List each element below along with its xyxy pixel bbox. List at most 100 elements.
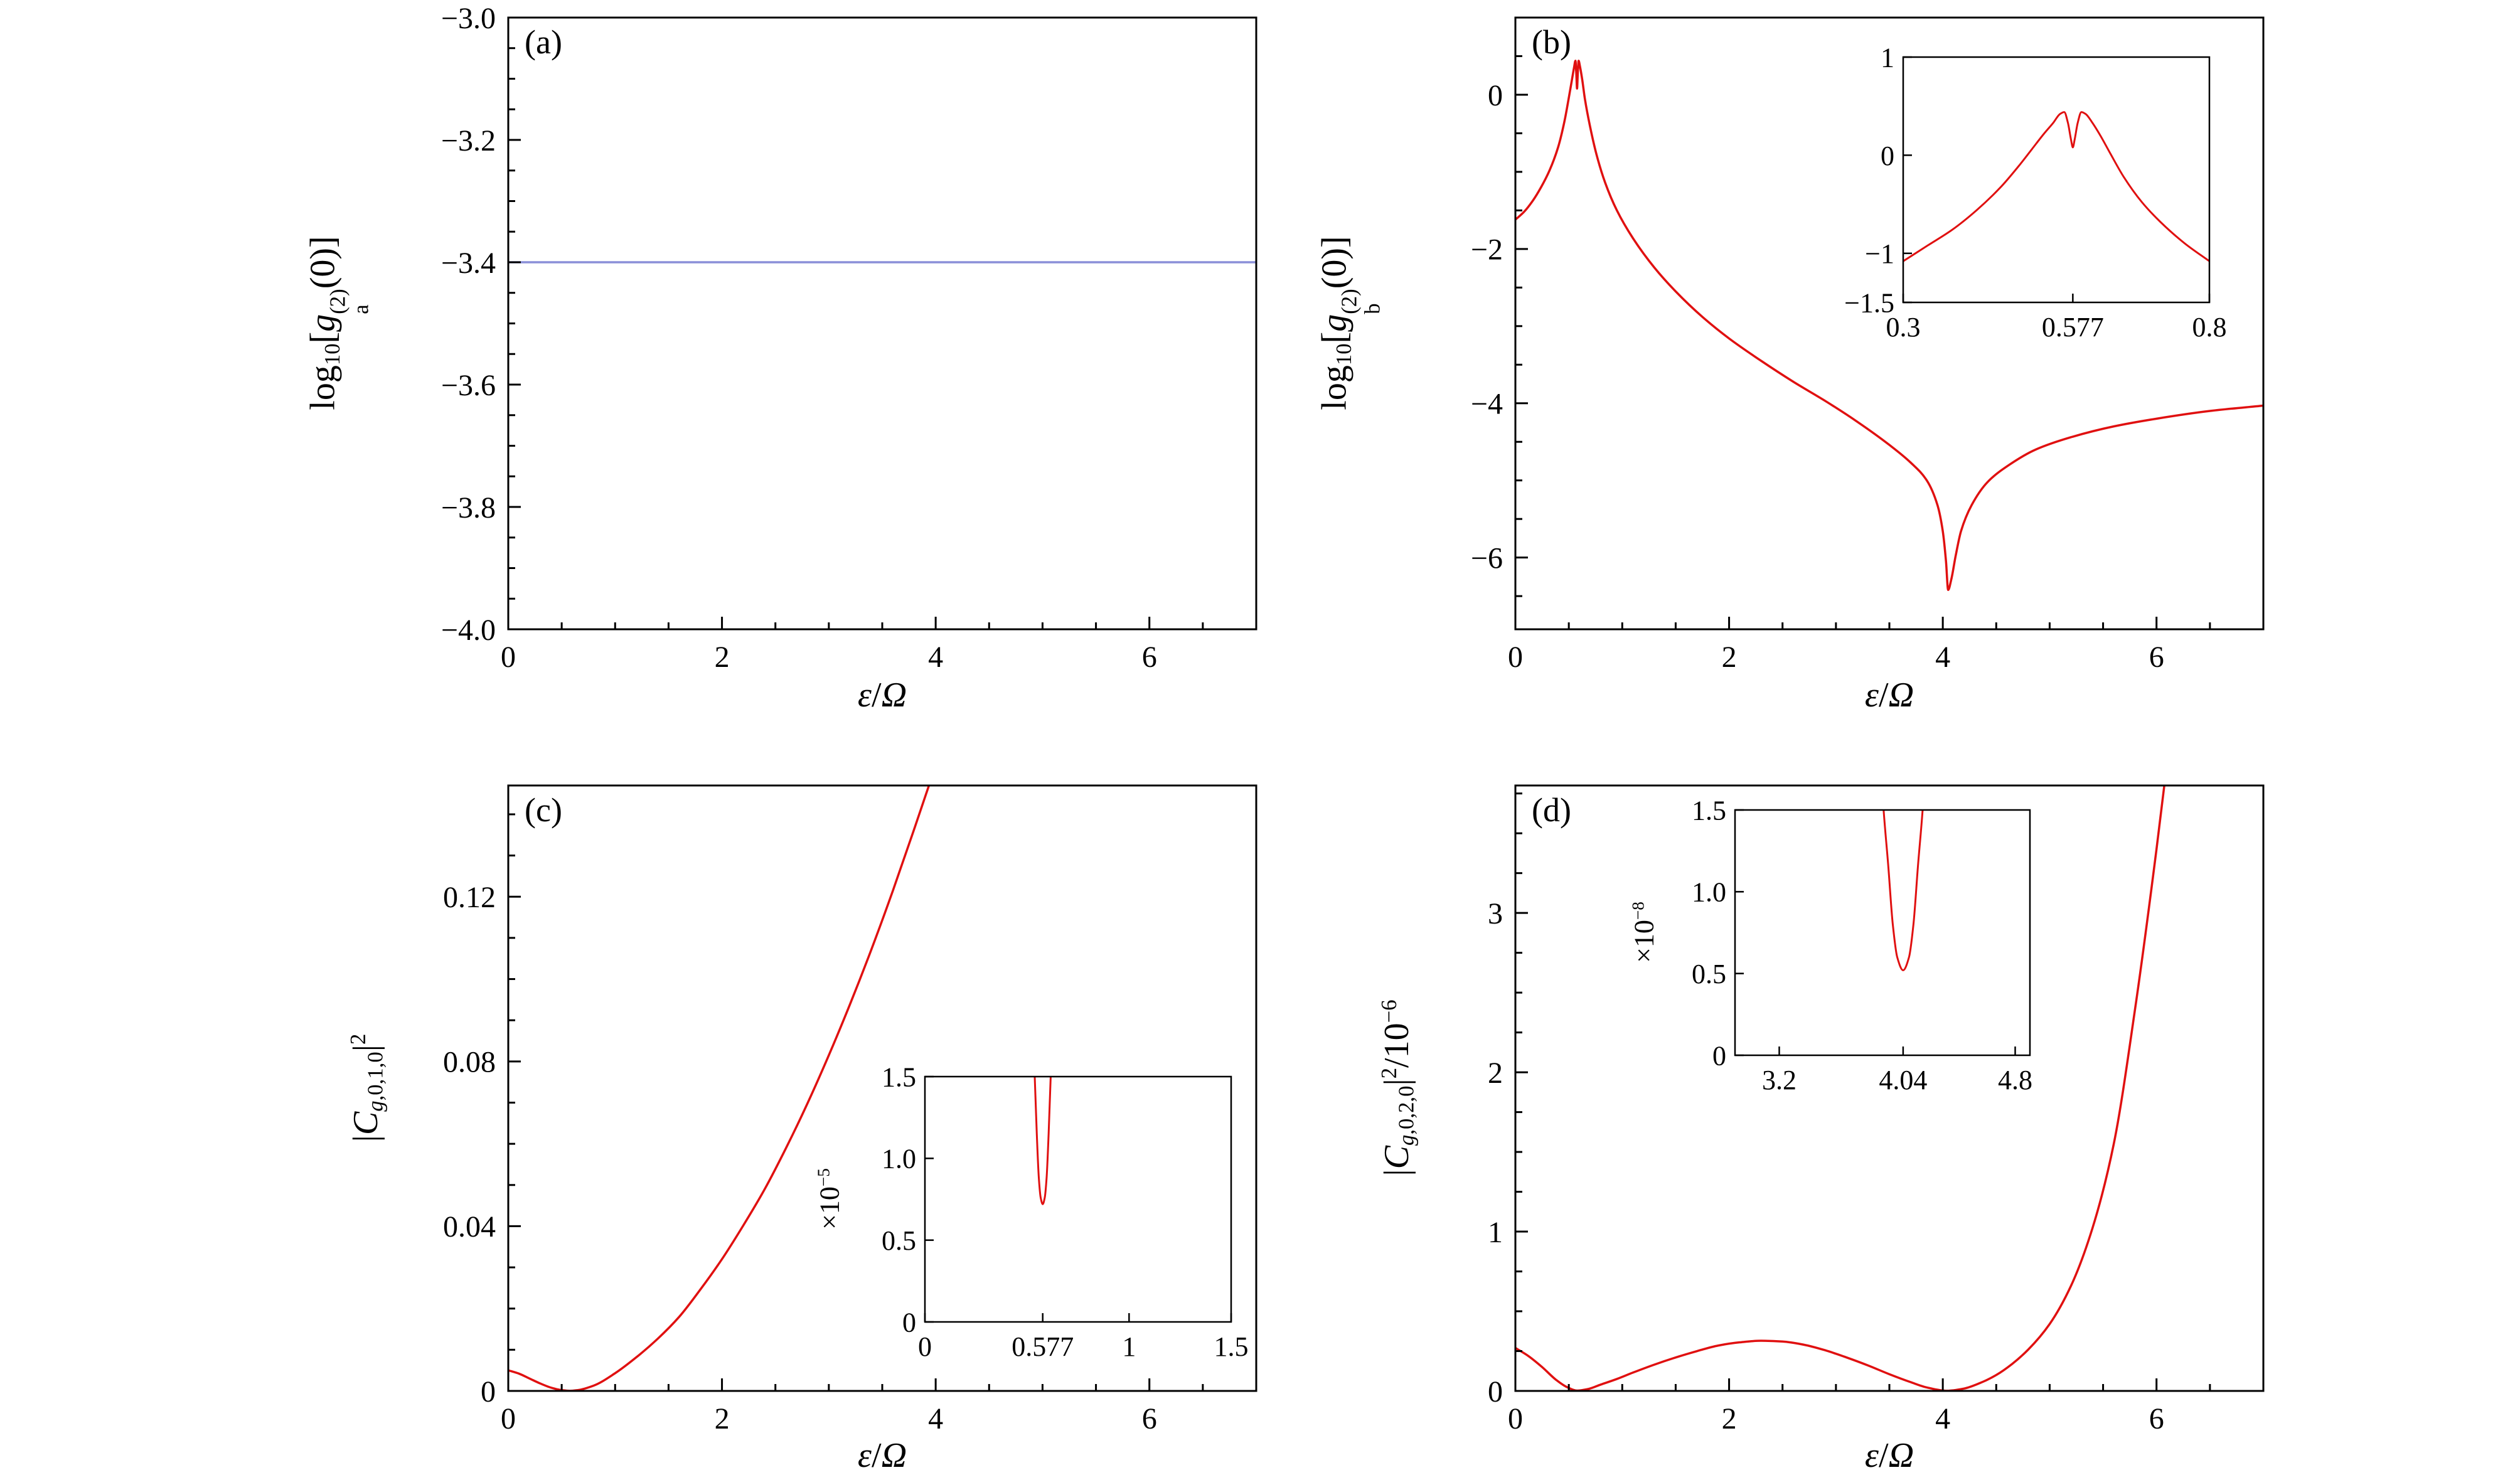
y-tick-label: 1.5 — [882, 1062, 916, 1092]
tick-labels-c: 0 2 4 6 0 0.04 0.08 0.12 — [443, 881, 1157, 1435]
ylabel-b: log10[g (2) b (0)] — [1315, 236, 1385, 410]
ticks-a — [507, 16, 1257, 631]
ticks-d-inset — [1735, 809, 2016, 1057]
y-tick-label: 0.5 — [1692, 959, 1726, 989]
y-tick-label: −4.0 — [441, 614, 496, 647]
x-tick-label: 1 — [1122, 1331, 1136, 1362]
x-tick-label: 4.04 — [1879, 1065, 1927, 1095]
panel-letter-a: (a) — [525, 23, 562, 61]
chart-d: 0 2 4 6 0 1 2 3 — [1488, 784, 2265, 1435]
x-tick-label: 0 — [1508, 641, 1523, 674]
panel-letter-d: (d) — [1532, 791, 1571, 829]
tick-labels-d-inset: 3.2 4.04 4.8 0 0.5 1.0 1.5 — [1692, 795, 2032, 1095]
plot-frame-a — [507, 16, 1257, 631]
y-tick-label: 1.0 — [882, 1144, 916, 1174]
y-tick-label: −3.0 — [441, 2, 496, 35]
y-tick-label: 0 — [1712, 1040, 1726, 1071]
x-tick-label: 3.2 — [1762, 1065, 1797, 1095]
series-g2b-inset — [1903, 111, 2209, 262]
inset-scale-label-d: ×10−8 — [1628, 902, 1660, 963]
series-group-b — [1515, 60, 2263, 592]
tick-labels-b-inset: 0.3 0.577 0.8 1 0 −1 −1.5 — [1844, 42, 2226, 343]
x-tick-label: 4 — [1935, 1402, 1950, 1435]
series-C-g010-curve — [508, 785, 931, 1391]
tick-labels-c-inset: 0 0.577 1 1.5 0 0.5 1.0 1.5 — [882, 1062, 1249, 1362]
series-group-b-inset — [1903, 111, 2209, 262]
chart-c: 0 2 4 6 0 0.04 0.08 0.12 — [443, 784, 1257, 1435]
y-tick-label: 3 — [1488, 897, 1503, 930]
series-C-g020-inset — [1882, 810, 1924, 971]
x-tick-label: 0 — [918, 1331, 932, 1362]
panel-letter-c: (c) — [525, 791, 562, 829]
panel-letter-b: (b) — [1532, 23, 1571, 61]
y-tick-label: 0.5 — [882, 1225, 916, 1256]
y-tick-label: −3.4 — [441, 247, 496, 280]
ticks-c-inset — [924, 1075, 1232, 1323]
ylabel-d: |Cg,0,2,0|2/10−6 — [1376, 999, 1419, 1176]
y-tick-label: −1.5 — [1844, 287, 1894, 318]
chart-c-inset: 0 0.577 1 1.5 0 0.5 1.0 1.5 — [882, 1062, 1249, 1362]
inset-scale-label-c: ×10−5 — [814, 1168, 845, 1230]
y-tick-label: 0 — [1881, 141, 1894, 171]
x-tick-label: 4.8 — [1998, 1065, 2032, 1095]
tick-labels-d: 0 2 4 6 0 1 2 3 — [1488, 897, 2164, 1435]
y-tick-label: 1 — [1488, 1216, 1503, 1249]
ticks-d — [1514, 792, 2265, 1392]
chart-b: 0 2 4 6 0 −2 −4 −6 — [1471, 16, 2265, 674]
series-group-c-inset — [1033, 1077, 1052, 1205]
inset-background — [925, 1077, 1231, 1322]
x-tick-label: 2 — [1722, 641, 1737, 674]
ticks-c — [507, 813, 1257, 1392]
x-tick-label: 6 — [1142, 1402, 1157, 1435]
ticks-b — [1514, 16, 2265, 629]
xlabel-b: ε/Ω — [1864, 676, 1914, 715]
series-g2b-curve — [1515, 60, 2263, 592]
y-tick-label: −3.2 — [441, 124, 496, 157]
y-tick-label: −6 — [1471, 541, 1503, 575]
inset-background — [1903, 57, 2209, 302]
x-tick-label: 0 — [1508, 1402, 1523, 1435]
ticks-b-inset — [1902, 56, 2211, 304]
chart-b-inset: 0.3 0.577 0.8 1 0 −1 −1.5 — [1844, 42, 2226, 343]
ylabel-c: |Cg,0,1,0|2 — [345, 1033, 388, 1142]
series-group-c — [508, 785, 931, 1391]
x-tick-label: 0 — [501, 1402, 516, 1435]
xlabel-a: ε/Ω — [857, 676, 907, 715]
x-tick-label: 2 — [715, 1402, 730, 1435]
chart-a: 0 2 4 6 −3.0 −3.2 −3.4 −3.6 −3.8 −4.0 — [441, 2, 1257, 674]
plot-frame-d-inset — [1734, 809, 2031, 1057]
x-tick-label: 2 — [715, 641, 730, 674]
y-tick-label: 0.08 — [443, 1046, 496, 1079]
x-tick-label: 4 — [1935, 641, 1950, 674]
series-group-d-inset — [1882, 810, 1924, 971]
tick-labels-b: 0 2 4 6 0 −2 −4 −6 — [1471, 79, 2164, 674]
plot-frame-c-inset — [924, 1075, 1232, 1323]
x-tick-label: 0 — [501, 641, 516, 674]
x-tick-label: 1.5 — [1214, 1331, 1249, 1362]
y-tick-label: 1.5 — [1692, 795, 1726, 826]
series-C-g020-curve — [1515, 785, 2165, 1391]
y-tick-label: 1 — [1881, 42, 1894, 73]
x-tick-label: 0.577 — [1012, 1331, 1074, 1362]
x-tick-label: 2 — [1722, 1402, 1737, 1435]
x-tick-label: 6 — [2149, 1402, 2164, 1435]
y-tick-label: −3.6 — [441, 369, 496, 402]
x-tick-label: 4 — [928, 641, 943, 674]
x-tick-label: 0.8 — [2192, 312, 2227, 343]
inset-background — [1735, 810, 2030, 1055]
y-tick-label: 2 — [1488, 1057, 1503, 1090]
x-tick-label: 0.3 — [1886, 312, 1921, 343]
y-tick-label: −2 — [1471, 233, 1503, 267]
tick-labels-a: 0 2 4 6 −3.0 −3.2 −3.4 −3.6 −3.8 −4.0 — [441, 2, 1157, 674]
x-tick-label: 6 — [2149, 641, 2164, 674]
plot-frame-b-inset — [1902, 56, 2211, 304]
x-tick-label: 0.577 — [2042, 312, 2104, 343]
y-tick-label: −3.8 — [441, 491, 496, 525]
y-tick-label: 0.12 — [443, 881, 496, 914]
chart-d-inset: 3.2 4.04 4.8 0 0.5 1.0 1.5 — [1692, 795, 2032, 1095]
y-tick-label: −1 — [1865, 238, 1894, 269]
x-tick-label: 6 — [1142, 641, 1157, 674]
y-tick-label: 0.04 — [443, 1210, 496, 1243]
